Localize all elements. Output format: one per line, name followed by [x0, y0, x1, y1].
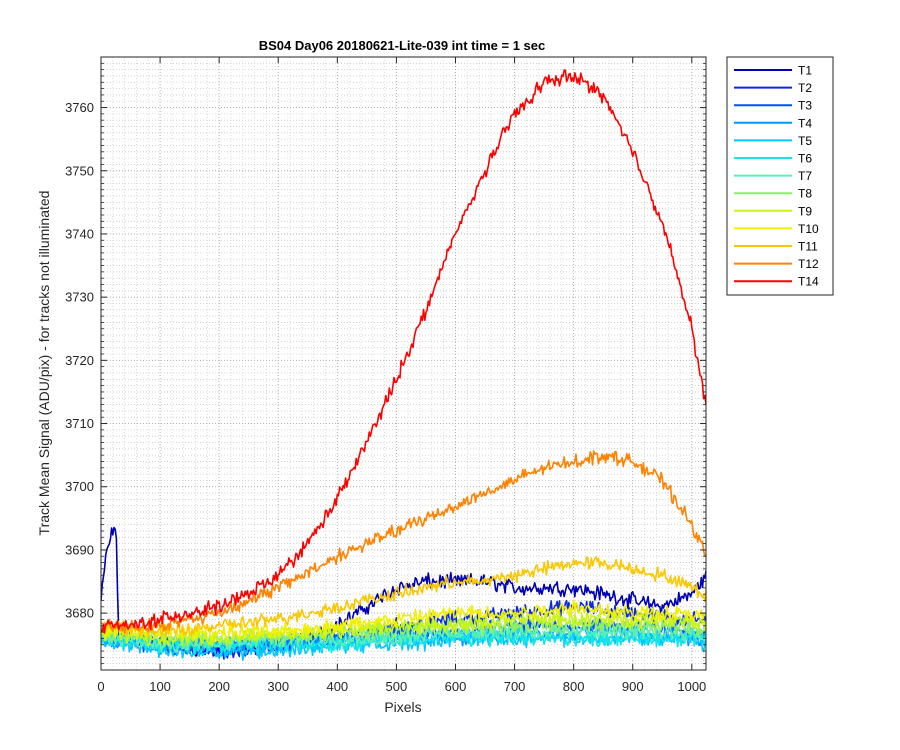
x-tick-labels: 0 100 200 300 400 500 600 700 800 900 1000: [97, 679, 706, 694]
legend-label-t2: T2: [798, 81, 812, 95]
x-tick-label: 900: [622, 679, 644, 694]
x-tick-label: 600: [445, 679, 467, 694]
legend-label-t5: T5: [798, 134, 812, 148]
axis-ticks: [100, 56, 706, 671]
plot-frame: [100, 56, 707, 671]
legend-items: T1 T2 T3 T4 T5 T6 T7 T8 T9 T10 T11 T12 T14: [734, 64, 819, 289]
y-tick-label: 3740: [65, 226, 94, 241]
x-tick-label: 500: [386, 679, 408, 694]
x-tick-label: 300: [267, 679, 289, 694]
series-line-t12: [101, 450, 706, 635]
y-tick-label: 3730: [65, 290, 94, 305]
y-tick-label: 3720: [65, 353, 94, 368]
legend-label-t4: T4: [798, 116, 812, 130]
y-tick-label: 3700: [65, 479, 94, 494]
series-line-t10: [101, 599, 706, 641]
x-tick-label: 200: [208, 679, 230, 694]
series-line-t14: [101, 69, 706, 634]
legend-label-t7: T7: [798, 169, 812, 183]
x-tick-label: 400: [326, 679, 348, 694]
x-tick-label: 800: [563, 679, 585, 694]
chart-title: BS04 Day06 20180621-Lite-039 int time = …: [259, 38, 546, 53]
y-tick-label: 3750: [65, 163, 94, 178]
legend-label-t10: T10: [798, 222, 819, 236]
legend-label-t12: T12: [798, 257, 819, 271]
legend-label-t3: T3: [798, 99, 812, 113]
y-tick-label: 3710: [65, 416, 94, 431]
y-axis-label: Track Mean Signal (ADU/pix) - for tracks…: [36, 191, 52, 536]
x-tick-label: 0: [97, 679, 104, 694]
series-line-t9: [101, 610, 706, 648]
legend-label-t1: T1: [798, 64, 812, 78]
series-layer: [101, 69, 706, 661]
legend: T1 T2 T3 T4 T5 T6 T7 T8 T9 T10 T11 T12 T14: [726, 56, 834, 296]
y-tick-label: 3680: [65, 606, 94, 621]
y-tick-label: 3760: [65, 100, 94, 115]
y-tick-label: 3690: [65, 542, 94, 557]
y-tick-labels: 3680 3690 3700 3710 3720 3730 3740 3750 3760: [65, 100, 94, 621]
x-tick-label: 100: [149, 679, 171, 694]
x-tick-label: 1000: [677, 679, 706, 694]
legend-label-t11: T11: [798, 240, 818, 254]
plot-area: 0 100 200 300 400 500 600 700 800 900 1000 3680 369…: [65, 56, 707, 694]
legend-label-t8: T8: [798, 187, 812, 201]
legend-label-t9: T9: [798, 204, 812, 218]
series-line-t11: [101, 556, 706, 639]
minor-grid: [101, 56, 706, 671]
x-axis-label: Pixels: [384, 699, 421, 715]
x-tick-label: 700: [504, 679, 526, 694]
legend-label-t6: T6: [798, 152, 812, 166]
legend-label-t14: T14: [798, 275, 819, 289]
